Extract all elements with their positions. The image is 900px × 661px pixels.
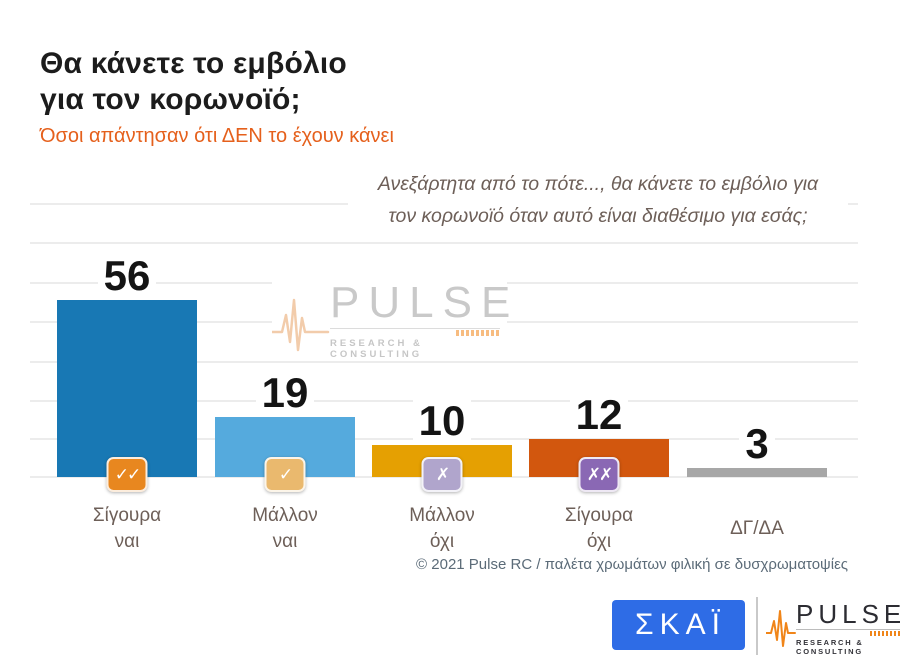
bar-group-mallon-nai: 19 ✓ bbox=[215, 371, 355, 492]
icon-glyph: ✓ bbox=[278, 464, 293, 485]
chart-title-line2: για τον κορωνοϊό; bbox=[40, 83, 301, 116]
gridline bbox=[30, 242, 858, 244]
double-check-icon: ✓✓ bbox=[106, 457, 148, 492]
watermark-orange-mark bbox=[456, 330, 500, 336]
label-line: ναι bbox=[114, 531, 140, 552]
label-line: ΔΓ/ΔΑ bbox=[730, 518, 784, 539]
category-label-sigoura-ochi: Σίγουρα όχι bbox=[519, 503, 679, 555]
double-x-icon: ✗✗ bbox=[578, 457, 620, 492]
pulse-logo-rule bbox=[796, 629, 900, 630]
watermark-rule bbox=[330, 328, 500, 329]
watermark-text-block: PULSE RESEARCH & CONSULTING bbox=[330, 280, 519, 360]
bar bbox=[687, 468, 827, 477]
logo-divider bbox=[756, 597, 758, 655]
survey-question-line1: Ανεξάρτητα από το πότε..., θα κάνετε το … bbox=[377, 173, 819, 195]
bar-group-dg-da: 3 bbox=[687, 422, 827, 477]
check-icon: ✓ bbox=[264, 457, 306, 492]
pulse-logo: PULSE RESEARCH & CONSULTING bbox=[766, 600, 900, 656]
pulse-watermark: PULSE RESEARCH & CONSULTING bbox=[272, 280, 510, 360]
label-line: Μάλλον bbox=[409, 505, 475, 526]
bar-value: 10 bbox=[412, 399, 472, 443]
category-label-mallon-nai: Μάλλον ναι bbox=[205, 503, 365, 555]
category-label-mallon-ochi: Μάλλον όχι bbox=[362, 503, 522, 555]
pulse-heartbeat-icon bbox=[272, 298, 330, 352]
survey-question: Ανεξάρτητα από το πότε..., θα κάνετε το … bbox=[348, 168, 848, 232]
gridline bbox=[30, 361, 858, 363]
bar bbox=[57, 300, 197, 477]
bar-value: 3 bbox=[739, 422, 775, 466]
label-line: Σίγουρα bbox=[564, 505, 634, 526]
copyright-credit: © 2021 Pulse RC / παλέτα χρωμάτων φιλική… bbox=[416, 556, 848, 573]
chart-title-line1: Θα κάνετε το εμβόλιο bbox=[40, 47, 347, 80]
category-label-dg-da: ΔΓ/ΔΑ bbox=[677, 503, 837, 542]
pulse-logo-tagline: RESEARCH & CONSULTING bbox=[796, 638, 864, 656]
label-line: όχι bbox=[586, 531, 612, 552]
label-line: όχι bbox=[429, 531, 455, 552]
watermark-tagline: RESEARCH & CONSULTING bbox=[330, 338, 423, 360]
bar-value: 12 bbox=[569, 393, 629, 437]
pulse-logo-brand: PULSE bbox=[796, 599, 900, 629]
pulse-heartbeat-icon bbox=[766, 610, 796, 647]
watermark-brand: PULSE bbox=[330, 278, 520, 327]
icon-glyph: ✗✗ bbox=[586, 464, 613, 485]
icon-glyph: ✓✓ bbox=[114, 464, 141, 485]
chart-subtitle: Όσοι απάντησαν ότι ΔΕΝ το έχουν κάνει bbox=[40, 125, 394, 147]
bar-group-sigoura-nai: 56 ✓✓ bbox=[57, 254, 197, 492]
chart-header: Θα κάνετε το εμβόλιο για τον κορωνοϊό; Ό… bbox=[40, 46, 394, 148]
label-line: ναι bbox=[272, 531, 298, 552]
skai-logo: ΣΚΑΪ bbox=[612, 600, 745, 650]
bar-value: 19 bbox=[255, 371, 315, 415]
icon-glyph: ✗ bbox=[435, 464, 450, 485]
x-icon: ✗ bbox=[421, 457, 463, 492]
category-label-sigoura-nai: Σίγουρα ναι bbox=[47, 503, 207, 555]
bar-group-mallon-ochi: 10 ✗ bbox=[372, 399, 512, 492]
label-line: Μάλλον bbox=[252, 505, 318, 526]
survey-question-line2: τον κορωνοϊό όταν αυτό είναι διαθέσιμο γ… bbox=[388, 205, 808, 227]
bar-group-sigoura-ochi: 12 ✗✗ bbox=[529, 393, 669, 492]
pulse-logo-orange-mark bbox=[870, 631, 900, 636]
label-line: Σίγουρα bbox=[92, 505, 162, 526]
pulse-logo-text-block: PULSE RESEARCH & CONSULTING bbox=[796, 600, 900, 656]
skai-logo-text: ΣΚΑΪ bbox=[635, 608, 726, 641]
bar-value: 56 bbox=[97, 254, 157, 298]
